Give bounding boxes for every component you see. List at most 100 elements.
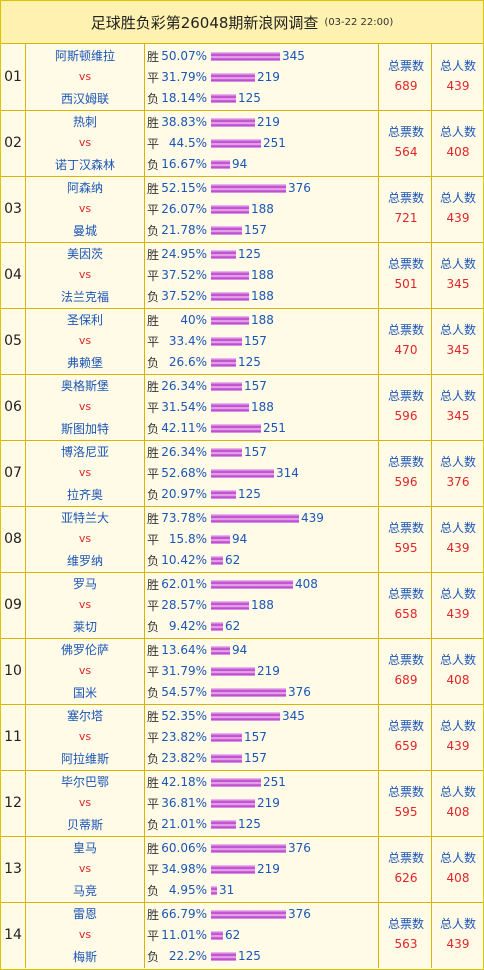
column-divider xyxy=(378,770,379,836)
column-divider xyxy=(144,308,145,374)
draw-bar xyxy=(211,666,255,676)
lose-bar xyxy=(211,159,230,169)
away-team: 莱切 xyxy=(72,620,97,634)
column-divider xyxy=(144,836,145,902)
away-team: 诺丁汉森林 xyxy=(54,158,115,172)
win-bar xyxy=(211,711,280,721)
total-people-label: 总人数 xyxy=(439,257,476,271)
draw-bar xyxy=(211,402,249,412)
win-count: 188 xyxy=(251,313,274,327)
total-people-label: 总人数 xyxy=(439,587,476,601)
total-votes-value: 689 xyxy=(394,673,418,687)
draw-percent: 33.4% xyxy=(168,334,207,348)
total-people: 总人数 408 xyxy=(430,782,484,822)
vs-label: vs xyxy=(78,664,92,677)
lose-bar xyxy=(211,93,236,103)
total-votes: 总票数 596 xyxy=(378,452,434,492)
home-team: 博洛尼亚 xyxy=(60,445,109,459)
total-votes-label: 总票数 xyxy=(387,719,424,733)
lose-percent: 22.2% xyxy=(168,949,207,963)
win-label: 胜 xyxy=(147,709,160,724)
draw-option: 平 31.79% 219 xyxy=(147,67,280,87)
match-row: 08 亚特兰大 vs 维罗纳 胜 73.78% 439 平 15.8% 94 负 10.42% 62 总票… xyxy=(1,506,483,573)
lose-option: 负 26.6% 125 xyxy=(147,352,261,372)
lose-option: 负 18.14% 125 xyxy=(147,88,261,108)
total-votes-value: 689 xyxy=(394,79,418,93)
home-team: 塞尔塔 xyxy=(66,709,103,723)
column-divider xyxy=(144,506,145,572)
match-number: 08 xyxy=(4,531,22,547)
column-divider xyxy=(144,638,145,704)
home-team: 毕尔巴鄂 xyxy=(60,775,109,789)
page-title: 足球胜负彩第26048期新浪网调查 xyxy=(90,13,319,32)
lose-label: 负 xyxy=(147,91,160,106)
lose-count: 125 xyxy=(238,487,261,501)
home-team: 罗马 xyxy=(72,577,97,591)
win-label: 胜 xyxy=(147,445,160,460)
total-votes-label: 总票数 xyxy=(387,323,424,337)
win-option: 胜 26.34% 157 xyxy=(147,376,267,396)
win-percent: 60.06% xyxy=(161,841,207,855)
win-label: 胜 xyxy=(147,841,160,856)
total-votes-value: 658 xyxy=(394,607,418,621)
draw-label: 平 xyxy=(147,334,160,349)
lose-count: 251 xyxy=(263,421,286,435)
total-votes: 总票数 595 xyxy=(378,518,434,558)
draw-count: 188 xyxy=(251,598,274,612)
total-votes-value: 595 xyxy=(394,541,418,555)
win-label: 胜 xyxy=(147,379,160,394)
total-votes-label: 总票数 xyxy=(387,521,424,535)
lose-label: 负 xyxy=(147,355,160,370)
draw-bar xyxy=(211,204,249,214)
total-votes-value: 470 xyxy=(394,343,418,357)
lose-bar xyxy=(211,291,249,301)
win-bar xyxy=(211,249,236,259)
lose-option: 负 22.2% 125 xyxy=(147,946,261,966)
lose-label: 负 xyxy=(147,157,160,172)
draw-percent: 31.54% xyxy=(161,400,207,414)
column-divider xyxy=(431,506,432,572)
draw-percent: 52.68% xyxy=(161,466,207,480)
total-people: 总人数 376 xyxy=(430,452,484,492)
win-count: 251 xyxy=(263,775,286,789)
lose-count: 157 xyxy=(244,223,267,237)
draw-label: 平 xyxy=(147,466,160,481)
vs-label: vs xyxy=(78,334,92,347)
total-people-value: 439 xyxy=(446,937,470,951)
away-team: 拉齐奥 xyxy=(66,488,103,502)
draw-bar xyxy=(211,270,249,280)
win-count: 345 xyxy=(282,709,305,723)
lose-bar xyxy=(211,489,236,499)
win-percent: 73.78% xyxy=(161,511,207,525)
lose-percent: 26.6% xyxy=(168,355,207,369)
total-people-label: 总人数 xyxy=(439,653,476,667)
draw-count: 219 xyxy=(257,862,280,876)
vs-label: vs xyxy=(78,466,92,479)
match-number: 02 xyxy=(4,135,22,151)
draw-label: 平 xyxy=(147,598,160,613)
lose-bar xyxy=(211,687,286,697)
lose-count: 62 xyxy=(225,553,241,567)
lose-label: 负 xyxy=(147,619,160,634)
total-people-value: 345 xyxy=(446,409,470,423)
away-team: 马竞 xyxy=(72,884,97,898)
win-bar xyxy=(211,381,242,391)
total-people-label: 总人数 xyxy=(439,851,476,865)
total-people-label: 总人数 xyxy=(439,191,476,205)
draw-option: 平 15.8% 94 xyxy=(147,529,247,549)
total-people-value: 439 xyxy=(446,607,470,621)
vs-label: vs xyxy=(78,730,92,743)
draw-bar xyxy=(211,534,230,544)
lose-percent: 4.95% xyxy=(168,883,207,897)
win-option: 胜 60.06% 376 xyxy=(147,838,311,858)
total-votes-label: 总票数 xyxy=(387,455,424,469)
lose-count: 125 xyxy=(238,949,261,963)
lose-bar xyxy=(211,621,223,631)
win-percent: 40% xyxy=(180,313,207,327)
away-team: 西汉姆联 xyxy=(60,92,109,106)
win-count: 157 xyxy=(244,445,267,459)
draw-label: 平 xyxy=(147,928,160,943)
lose-count: 125 xyxy=(238,817,261,831)
total-people-value: 408 xyxy=(446,805,470,819)
total-people-label: 总人数 xyxy=(439,719,476,733)
